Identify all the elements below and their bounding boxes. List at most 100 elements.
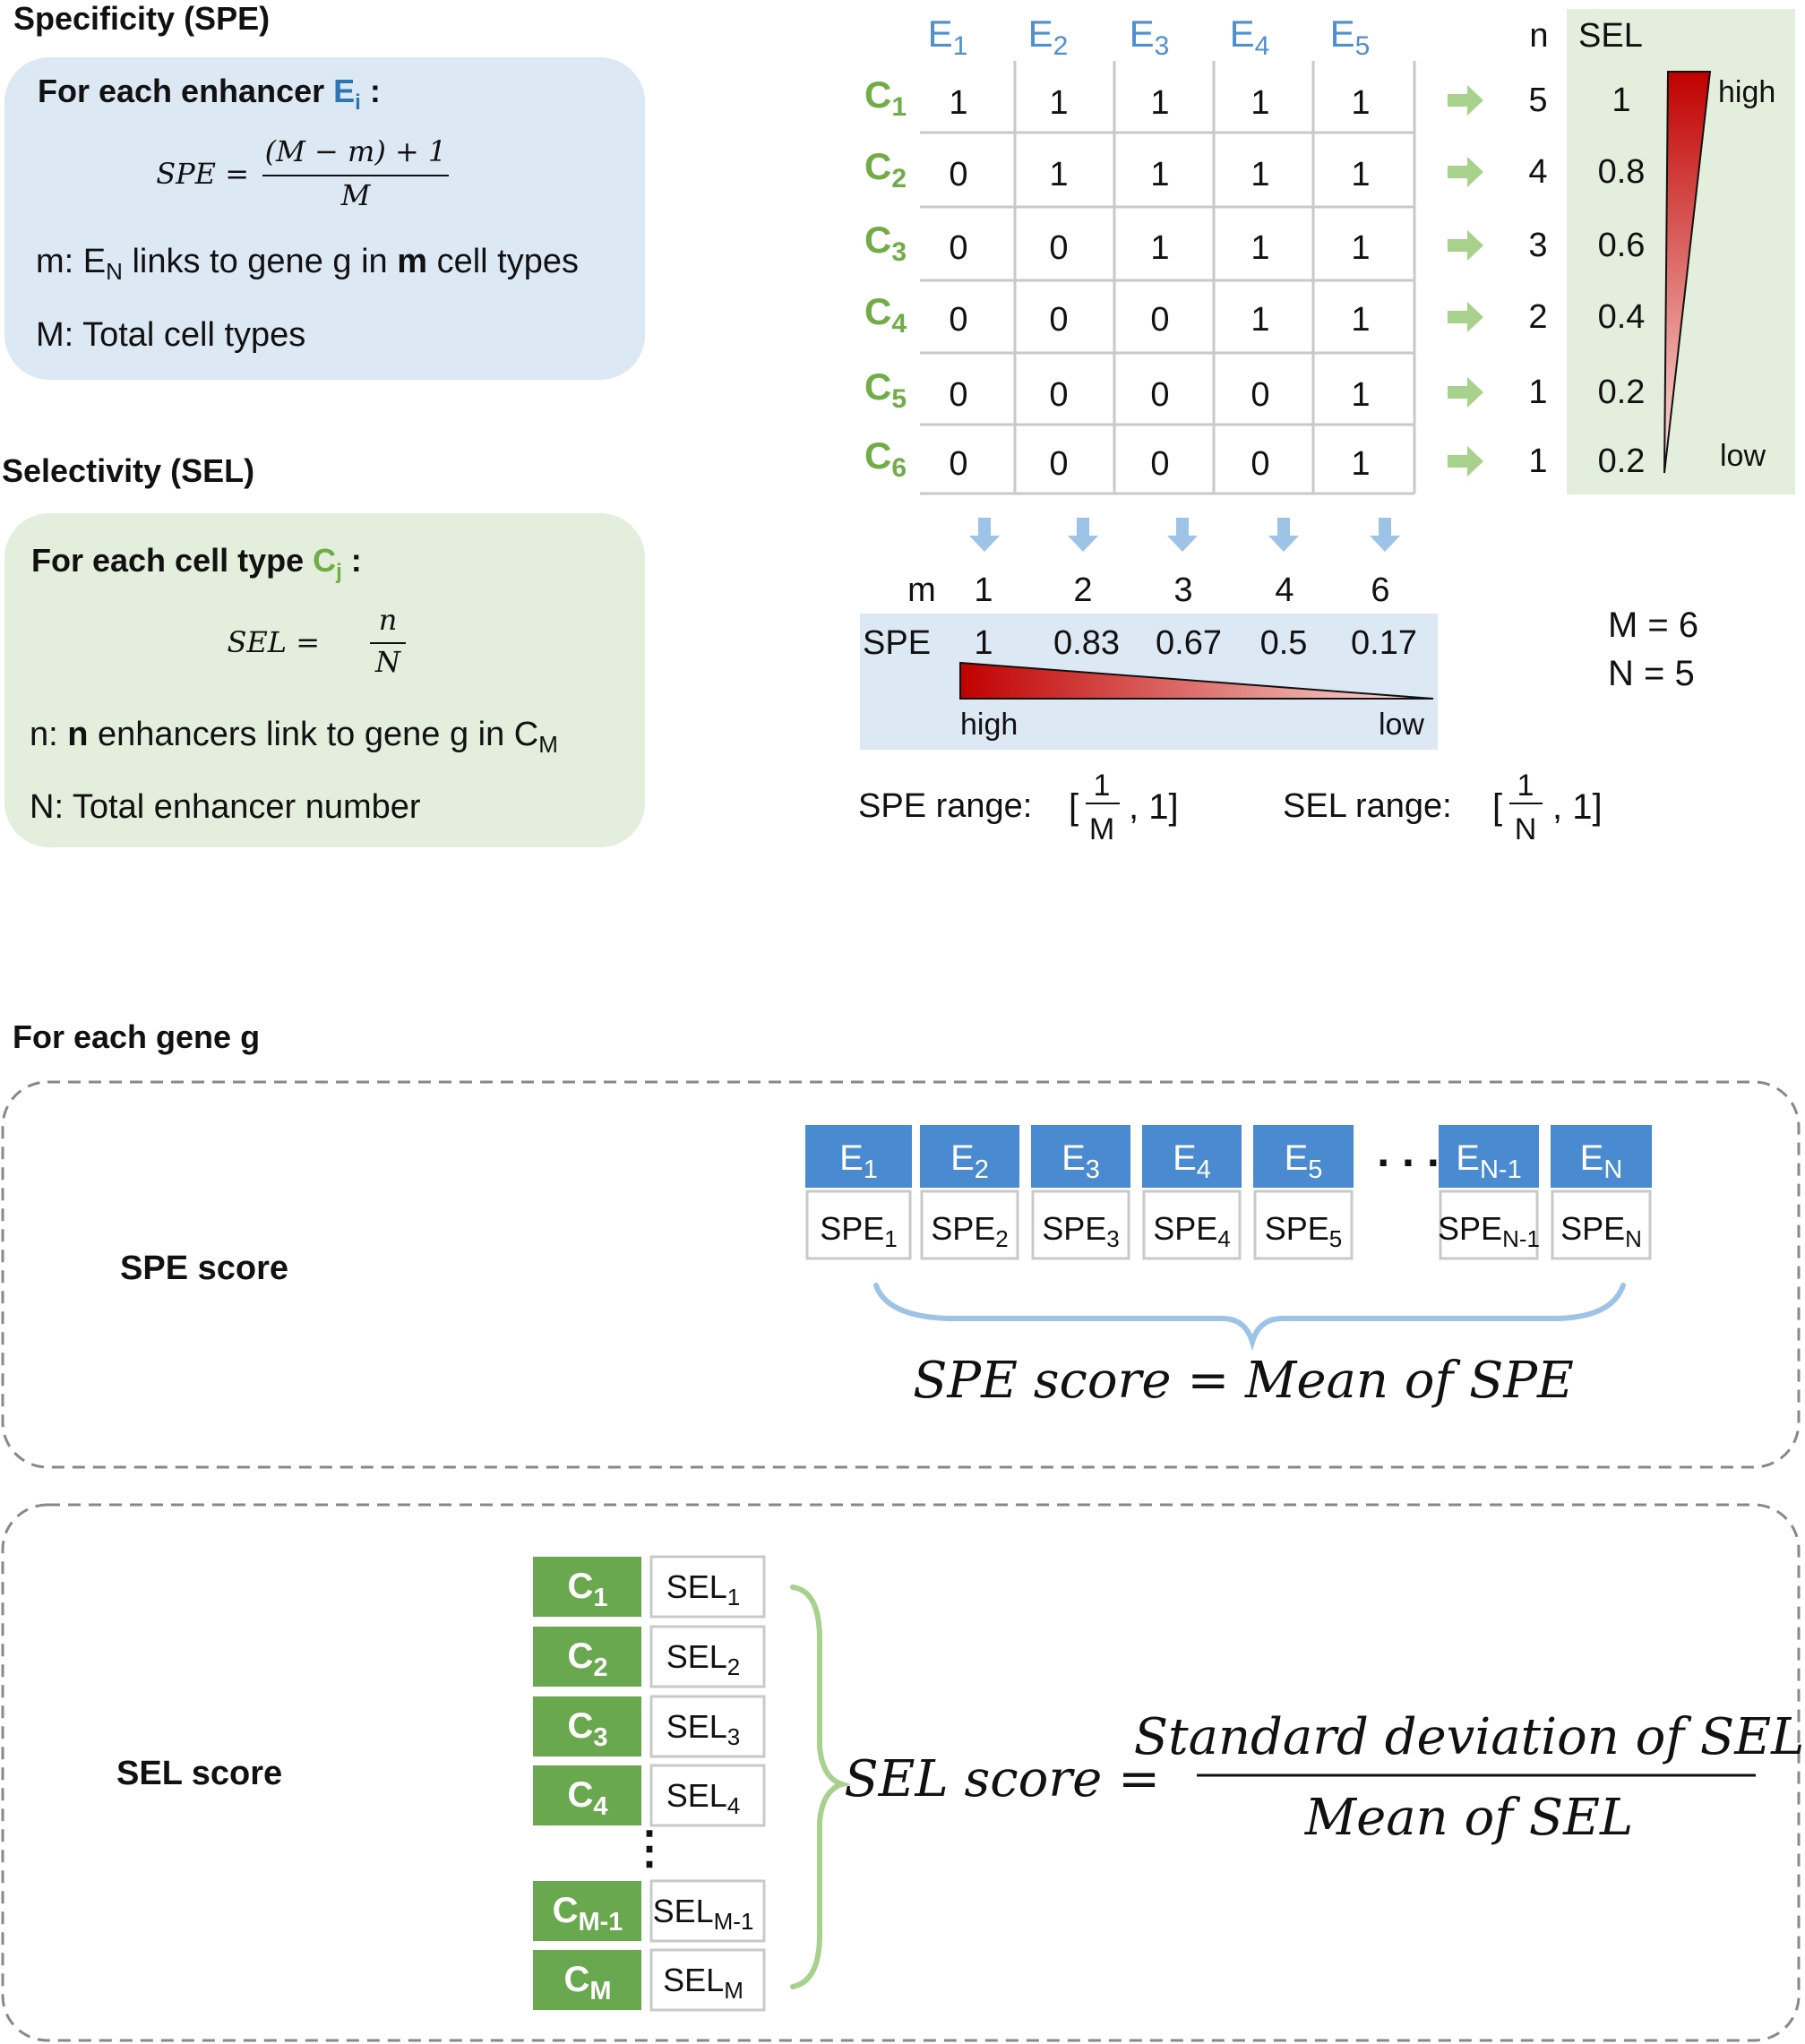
- enhancer-block-4: [1142, 1125, 1242, 1188]
- spe-score-formula: SPE score = Mean of SPE: [913, 1352, 1574, 1410]
- column-arrow: [1268, 518, 1299, 552]
- spe-value: 1: [974, 624, 993, 662]
- spe-range-label: SPE range:: [858, 787, 1032, 825]
- matrix-cell: 1: [1351, 229, 1370, 267]
- spe-row-label: SPE: [863, 624, 931, 662]
- row-arrow: [1448, 230, 1483, 261]
- n-value: 3: [1528, 227, 1547, 264]
- sel-def-n: n: n enhancers link to gene g in CM: [30, 716, 558, 758]
- celltype-block-2: [533, 1627, 641, 1687]
- enhancer-block-label-5: E5: [1285, 1138, 1323, 1184]
- n-value: 4: [1528, 153, 1547, 191]
- spe-definition-box: [4, 57, 645, 380]
- matrix-cell: 0: [1251, 445, 1269, 483]
- row-arrow: [1448, 302, 1483, 332]
- spe-formula-numerator: (M − m) + 1: [265, 134, 447, 168]
- enhancer-block-label-3: E3: [1062, 1138, 1100, 1184]
- spe-cell-N-1: [1439, 1189, 1539, 1260]
- enhancer-col-header-5: E5: [1330, 13, 1371, 61]
- spe-range-denominator: M: [1089, 812, 1114, 846]
- n-value: 1: [1528, 442, 1547, 480]
- celltype-block-4: [533, 1765, 641, 1825]
- celltype-row-header-3: C3: [864, 219, 907, 267]
- spe-high-label: high: [960, 708, 1018, 742]
- n-value: 1: [1528, 374, 1547, 411]
- spe-cell-label-N-1: SPEN-1: [1438, 1210, 1540, 1252]
- sel-value: 1: [1612, 82, 1630, 119]
- matrix-cell: 0: [1049, 376, 1068, 414]
- sel-value: 0.4: [1598, 298, 1646, 336]
- enhancer-block-N-1: [1439, 1125, 1539, 1188]
- matrix-cell: 0: [1150, 376, 1169, 414]
- sel-brace: [790, 1585, 851, 1989]
- sel-range-tail: , 1]: [1552, 787, 1603, 827]
- matrix-cell: 0: [1150, 301, 1169, 339]
- celltype-block-M-1: [533, 1881, 641, 1941]
- matrix-cells: 1 1 1 1 1 0 1 1 1 1 0 0 1 1 1 0 0 0 1 1 0 0 0 0 1 0 0 0 0 1: [949, 84, 1370, 483]
- enhancer-block-3: [1031, 1125, 1130, 1188]
- matrix-grid: [920, 61, 1416, 495]
- spe-cell-N: [1551, 1189, 1652, 1260]
- gene-section-heading: For each gene g: [13, 1018, 260, 1055]
- sel-cell-4: [649, 1764, 766, 1827]
- spe-heading: Specificity (SPE): [13, 0, 270, 37]
- celltype-block-M: [533, 1950, 641, 2010]
- matrix-cell: 1: [1150, 84, 1169, 122]
- matrix-cell: 1: [1150, 156, 1169, 193]
- enhancer-col-header-2: E2: [1028, 13, 1069, 61]
- enhancer-col-header-4: E4: [1230, 13, 1270, 61]
- spe-box-title: For each enhancer Ei :: [38, 73, 381, 115]
- spe-formula-lhs: SPE =: [156, 157, 249, 191]
- spe-cell-label-1: SPE1: [820, 1210, 898, 1252]
- spe-def-m: m: EN links to gene g in m cell types: [36, 243, 579, 285]
- matrix-cell: 0: [949, 376, 967, 414]
- m-row-label: m: [907, 571, 936, 609]
- matrix-cell: 1: [1351, 445, 1370, 483]
- n-value: 2: [1528, 298, 1547, 336]
- celltype-block-label-M-1: CM-1: [553, 1891, 623, 1937]
- matrix-cell: 1: [1251, 84, 1269, 122]
- celltype-block-label-2: C2: [567, 1636, 607, 1682]
- enhancer-blocks: E1 SPE1 E2 SPE2 E3 SPE3 E4 SPE4 E5 SPE5 EN-1 SPEN-1…: [805, 1125, 1652, 1260]
- celltype-block-label-M: CM: [563, 1960, 611, 2005]
- sel-score-formula-lhs: SEL score =: [844, 1750, 1160, 1808]
- spe-cell-1: [805, 1189, 912, 1260]
- celltype-ellipsis: ⋮: [627, 1823, 672, 1873]
- m-value: 3: [1173, 571, 1192, 609]
- celltype-block-label-1: C1: [567, 1567, 607, 1612]
- row-arrow: [1448, 377, 1483, 408]
- sel-cell-3: [649, 1695, 766, 1758]
- row-arrow: [1448, 85, 1483, 116]
- matrix-cell: 0: [949, 445, 967, 483]
- enhancer-block-N: [1551, 1125, 1652, 1188]
- enhancer-ellipsis: . . .: [1377, 1126, 1439, 1176]
- matrix-cell: 0: [1251, 376, 1269, 414]
- sel-formula-numerator: n: [379, 603, 398, 637]
- celltype-row-header-2: C2: [864, 145, 907, 193]
- matrix-cell: 1: [1049, 84, 1068, 122]
- N-value: N = 5: [1608, 654, 1695, 693]
- enhancer-block-1: [805, 1125, 912, 1188]
- enhancer-block-5: [1253, 1125, 1354, 1188]
- spe-cell-4: [1142, 1189, 1242, 1260]
- celltype-block-label-4: C4: [567, 1775, 607, 1821]
- spe-cell-label-4: SPE4: [1153, 1210, 1231, 1252]
- matrix-cell: 0: [949, 156, 967, 193]
- enhancer-block-label-4: E4: [1173, 1138, 1211, 1184]
- matrix-row-headers: C1 C2 C3 C4 C5 C6: [864, 73, 907, 483]
- sel-cell-label-M: SELM: [663, 1962, 743, 2004]
- matrix-cell: 0: [1049, 445, 1068, 483]
- enhancer-col-header-1: E1: [928, 13, 968, 61]
- m-value: 2: [1073, 571, 1092, 609]
- sel-heading: Selectivity (SEL): [2, 452, 254, 489]
- n-value: 5: [1528, 82, 1547, 119]
- celltype-block-1: [533, 1557, 641, 1617]
- sel-definition-box: [4, 513, 645, 847]
- matrix-cell: 1: [949, 84, 967, 122]
- row-arrow: [1448, 157, 1483, 187]
- spe-value: 0.17: [1351, 624, 1417, 662]
- spe-range-open-bracket: [: [1069, 787, 1079, 827]
- sel-score-formula-denominator: Mean of SEL: [1304, 1789, 1633, 1847]
- sel-value: 0.2: [1598, 442, 1646, 480]
- sel-value: 0.2: [1598, 374, 1646, 411]
